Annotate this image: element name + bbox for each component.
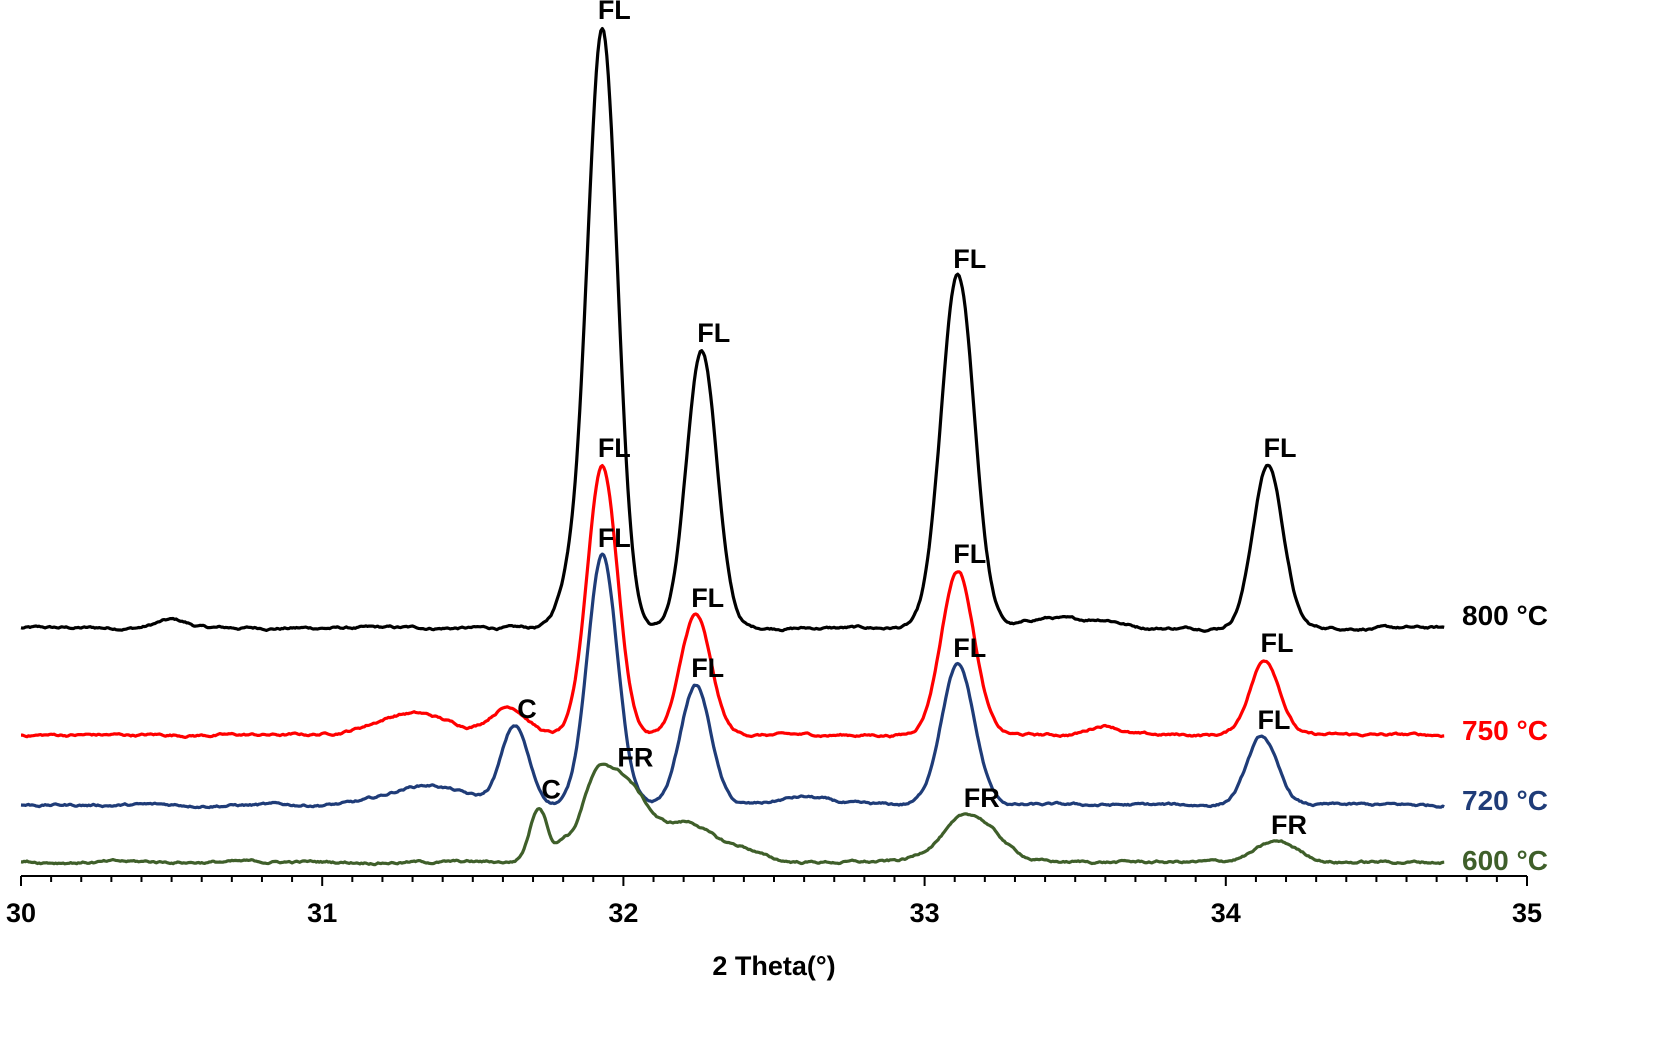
peak-annotation: C xyxy=(541,775,561,805)
series-label: 720 °C xyxy=(1462,785,1548,816)
peak-annotation: FL xyxy=(598,0,631,25)
series-line-0 xyxy=(20,27,1445,633)
series-line-2 xyxy=(20,552,1445,810)
peak-annotation: FR xyxy=(964,783,1000,813)
peak-annotation: FR xyxy=(617,742,653,772)
labels: 800 °C FL FL FL FL 750 °C FL FL FL FL 720 °C C FL FL F… xyxy=(517,0,1548,876)
peak-annotation: FL xyxy=(1263,433,1296,463)
peak-annotation: FL xyxy=(953,539,986,569)
peak-annotation: FR xyxy=(1271,810,1307,840)
peak-annotation: FL xyxy=(1257,705,1290,735)
x-tick-label: 35 xyxy=(1512,898,1542,928)
peak-annotation: FL xyxy=(691,583,724,613)
peak-annotation: FL xyxy=(1260,628,1293,658)
peak-annotation: FL xyxy=(953,244,986,274)
peak-annotation: FL xyxy=(953,633,986,663)
peak-annotation: C xyxy=(517,694,537,724)
x-tick-label: 33 xyxy=(910,898,940,928)
series-label: 800 °C xyxy=(1462,600,1548,631)
x-axis: 30 31 32 33 34 35 xyxy=(6,875,1542,928)
x-tick-label: 30 xyxy=(6,898,36,928)
series-line-3 xyxy=(20,762,1445,867)
series-label: 600 °C xyxy=(1462,845,1548,876)
x-tick-label: 31 xyxy=(307,898,337,928)
plot-area xyxy=(20,27,1445,867)
peak-annotation: FL xyxy=(691,653,724,683)
peak-annotation: FL xyxy=(598,433,631,463)
peak-annotation: FL xyxy=(598,523,631,553)
x-axis-label: 2 Theta(°) xyxy=(712,951,835,981)
series-label: 750 °C xyxy=(1462,715,1548,746)
x-tick-label: 34 xyxy=(1211,898,1241,928)
x-tick-label: 32 xyxy=(608,898,638,928)
series-line-1 xyxy=(20,464,1445,740)
peak-annotation: FL xyxy=(697,318,730,348)
